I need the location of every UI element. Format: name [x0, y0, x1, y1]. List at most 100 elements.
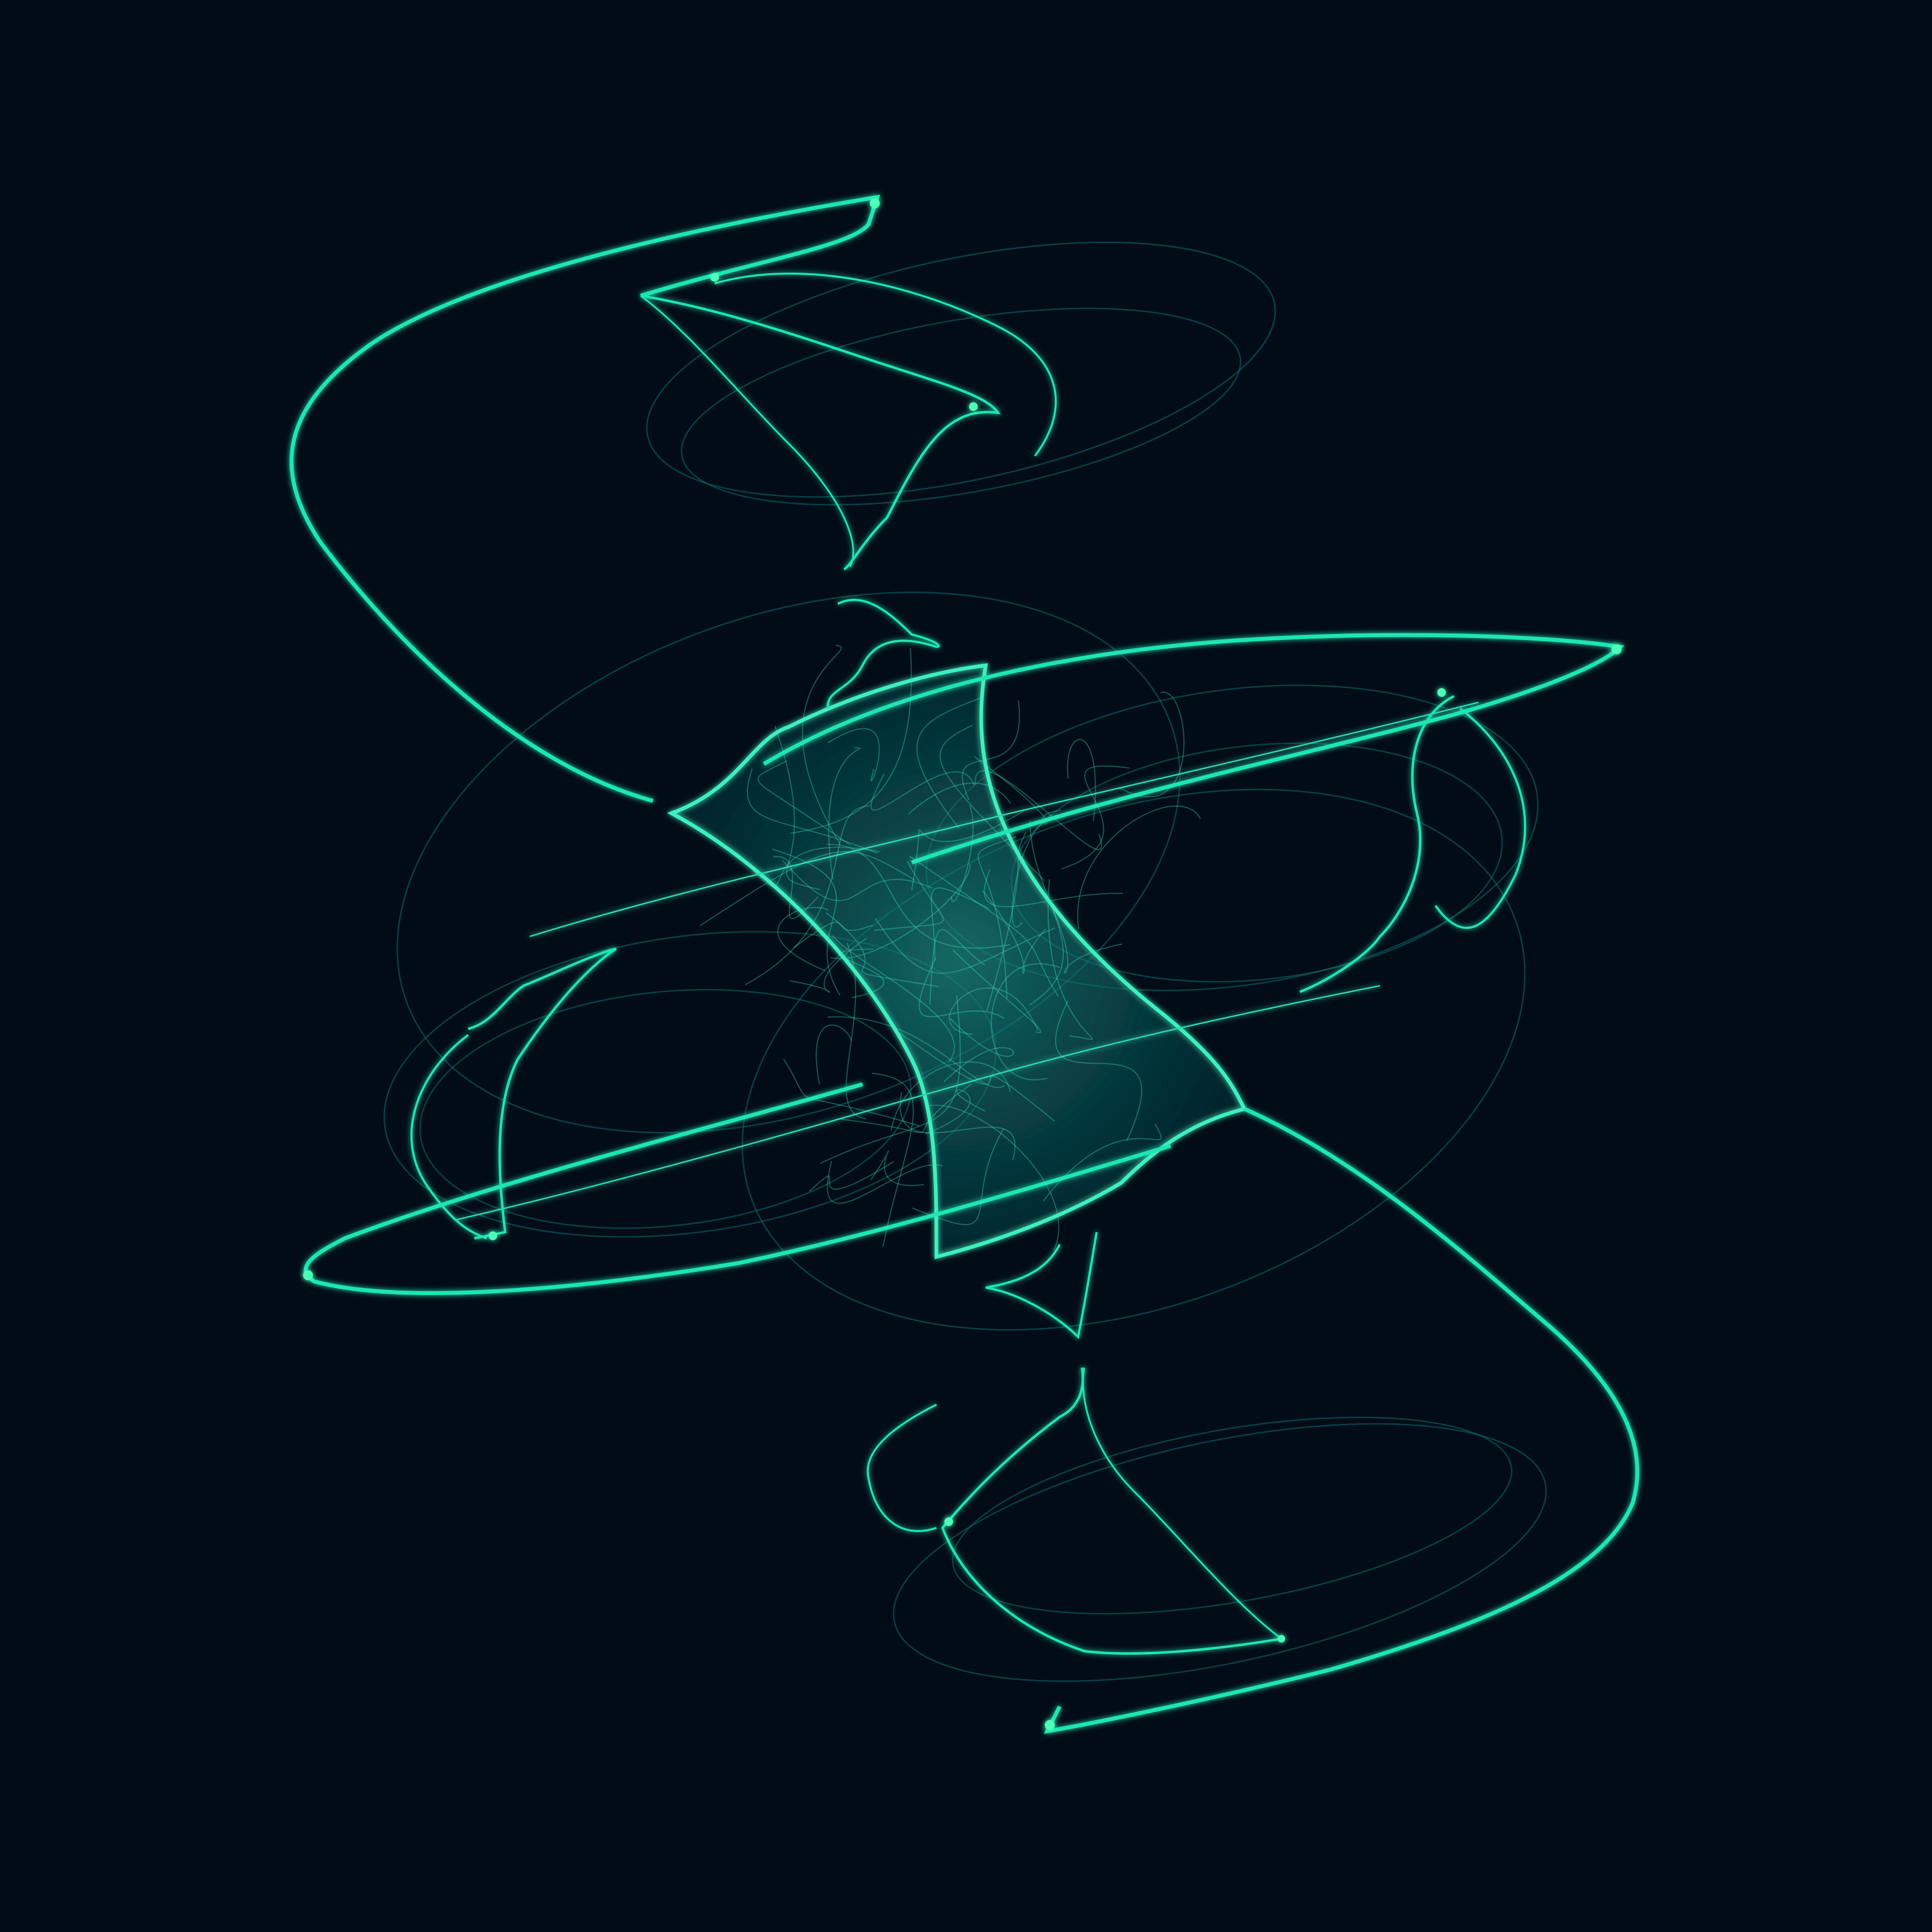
core-web-strand [891, 1061, 1011, 1131]
core-web-strand [845, 942, 866, 1120]
core-web-strand [1055, 1000, 1143, 1141]
tip-lower-inner [1277, 1635, 1285, 1643]
core-web-strand [828, 747, 861, 880]
core-web-strand [783, 1059, 920, 1126]
cross-strand-b [455, 985, 1381, 1221]
lower-drip [985, 1232, 1098, 1339]
core-web-strand [832, 935, 955, 1063]
core-web-strand [1061, 765, 1130, 869]
core-web-strand [739, 847, 880, 888]
core-web-strand [699, 851, 916, 926]
core-web-strand [774, 726, 821, 891]
faint-trail [646, 242, 1276, 498]
core-web-strand [896, 1030, 1055, 1121]
core-web-strand [950, 804, 974, 902]
lower-lobe-arc [866, 1404, 937, 1532]
core-web-strand [1118, 691, 1185, 797]
core-web-strand [911, 810, 1024, 891]
tip-left [303, 1270, 313, 1280]
faint-trail [419, 989, 912, 1229]
core-web-strand [827, 1016, 1005, 1088]
upper-spine [640, 295, 854, 568]
core-web-strand [870, 771, 975, 811]
core-web-strand [939, 724, 1045, 881]
core-web-strand [827, 844, 1011, 949]
core-web-strand [837, 1084, 972, 1134]
core-web [699, 645, 1201, 1251]
core-web-strand [747, 768, 877, 854]
core-web-strand [909, 855, 1059, 997]
core-web-strand [816, 1024, 852, 1085]
tip-right [1612, 644, 1622, 655]
core-web-strand [875, 918, 1056, 974]
core-web-strand [745, 805, 870, 986]
core-web-strand [773, 856, 819, 919]
core-web-strand [919, 957, 1005, 1019]
core-web-strand [926, 1104, 1060, 1251]
core-web-strand [1048, 879, 1093, 1040]
core-web-strand [984, 868, 1123, 908]
tip-left-fold [489, 1231, 498, 1240]
core-web-strand [757, 760, 851, 846]
core-web-strand [789, 937, 867, 993]
core-web-strand [943, 1018, 1014, 1082]
core-web-strand [827, 728, 880, 782]
faint-trail [681, 307, 1242, 506]
core-web-strand [986, 831, 1027, 1012]
core-web-strand [978, 836, 1016, 999]
core-web-strand [793, 921, 873, 948]
left-loop [410, 1034, 488, 1240]
core-web-strand [820, 995, 961, 1164]
core-web-strand [1011, 818, 1054, 928]
core-web-strand [1077, 806, 1201, 929]
core-web-strand [772, 848, 841, 996]
upper-left-inner-fold [640, 294, 1001, 571]
core-web-strand [1067, 739, 1096, 822]
faint-trail [893, 1423, 1547, 1682]
faint-trail [741, 788, 1526, 1331]
core-web-strand [809, 1161, 894, 1192]
faint-trails [383, 242, 1547, 1682]
tip-lower-fold [944, 1517, 953, 1526]
core-web-strand [826, 912, 939, 987]
core-web-strand [827, 1161, 943, 1204]
core-web-strand [872, 1073, 914, 1247]
core-web-strand [982, 890, 1046, 974]
faint-trail [396, 591, 1181, 1134]
core-web-strand [952, 949, 1041, 1033]
cross-strand-a [529, 701, 1479, 937]
core-web-strand [1042, 1123, 1162, 1201]
core-web-strand [931, 887, 990, 961]
core-web-strand [870, 1150, 924, 1186]
core-web-strand [1029, 821, 1064, 1006]
core-web-strand [900, 1092, 1016, 1161]
core-web-strand [991, 963, 1060, 1081]
lower-inner-fold [941, 1367, 1282, 1655]
left-ribbon [303, 1082, 1171, 1295]
tip-upper [869, 198, 880, 208]
core-web-strand [801, 645, 842, 845]
core-web-strand [925, 1089, 985, 1135]
tip-lower [1044, 1720, 1055, 1730]
upper-lobe-arc [714, 272, 1057, 457]
upper-drip [827, 599, 940, 709]
core-web-strand [908, 782, 1011, 815]
highlight-tips [303, 198, 1622, 1730]
core-web-strand [949, 987, 1039, 1035]
left-inner-fold [468, 947, 617, 1240]
core-web-strand [782, 859, 933, 902]
upper-left-ribbon [289, 194, 880, 803]
tip-upper-right [969, 402, 978, 411]
lower-right-ribbon [1043, 1107, 1640, 1734]
core-web-strand [912, 1128, 1004, 1225]
main-curves [289, 194, 1640, 1734]
core-web-strand [916, 696, 984, 829]
lower-spine [1082, 1367, 1282, 1640]
core-web-strand [840, 948, 884, 999]
core-web-strand [874, 860, 944, 931]
tip-upper-fold [710, 273, 719, 282]
right-ribbon [763, 633, 1625, 864]
right-loop [1434, 707, 1526, 929]
core-web-strand [961, 700, 1020, 800]
